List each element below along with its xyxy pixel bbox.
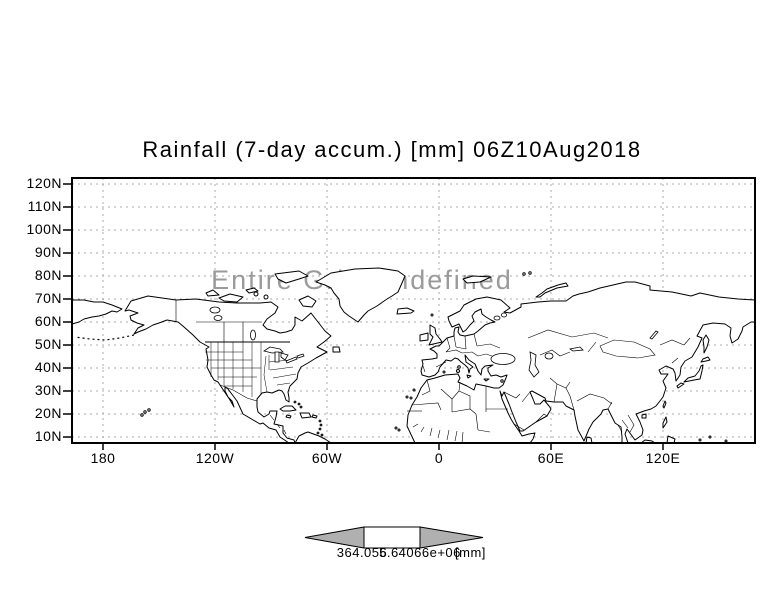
lat-label-110n: 110N bbox=[27, 198, 62, 214]
lat-label-30n: 30N bbox=[34, 382, 62, 398]
lon-label-120e: 120E bbox=[645, 450, 681, 466]
lat-label-120n: 120N bbox=[26, 175, 62, 191]
lon-label-180: 180 bbox=[90, 450, 116, 466]
colorbar bbox=[304, 526, 484, 549]
lat-label-10n: 10N bbox=[34, 428, 62, 444]
lat-label-20n: 20N bbox=[34, 405, 62, 421]
black-sea bbox=[490, 353, 516, 365]
political-borders bbox=[175, 300, 691, 443]
lat-label-60n: 60N bbox=[34, 313, 62, 329]
colorbar-right-value: 5.64066e+06 bbox=[379, 545, 461, 560]
plot-frame bbox=[71, 177, 756, 444]
lon-label-60w: 60W bbox=[311, 450, 343, 466]
lat-label-80n: 80N bbox=[34, 267, 62, 283]
caspian-sea bbox=[528, 351, 540, 378]
lon-label-60e: 60E bbox=[537, 450, 565, 466]
aleutians-chain bbox=[74, 334, 135, 341]
colorbar-units: [mm] bbox=[455, 545, 486, 560]
lat-label-100n: 100N bbox=[26, 221, 62, 237]
colorbar-left-value: 364.056 bbox=[336, 545, 388, 560]
lat-label-70n: 70N bbox=[34, 290, 62, 306]
colorbar-box bbox=[363, 526, 421, 549]
lat-label-50n: 50N bbox=[34, 336, 62, 352]
lon-label-120w: 120W bbox=[195, 450, 235, 466]
lon-label-0: 0 bbox=[434, 450, 444, 466]
axis-ticks bbox=[63, 183, 664, 450]
lat-label-90n: 90N bbox=[34, 244, 62, 260]
lake-superior bbox=[263, 346, 284, 354]
us-state-borders bbox=[205, 342, 297, 397]
plot-title: Rainfall (7-day accum.) [mm] 06Z10Aug201… bbox=[142, 137, 642, 162]
lat-label-40n: 40N bbox=[34, 359, 62, 375]
lakes bbox=[209, 306, 659, 378]
